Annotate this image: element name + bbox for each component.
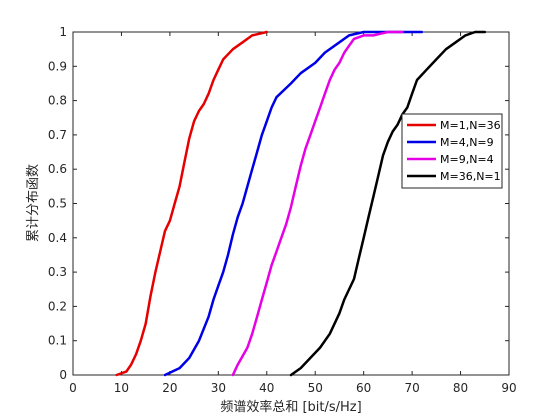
- series-line: [231, 30, 404, 377]
- x-tick-label: 90: [501, 381, 516, 395]
- y-axis-title: 累计分布函数: [26, 164, 41, 242]
- y-tick-label: 0.7: [48, 128, 67, 142]
- legend-label: M=4,N=9: [440, 136, 494, 149]
- x-tick-label: 80: [453, 381, 468, 395]
- y-tick-label: 0.1: [48, 334, 67, 348]
- y-tick-label: 0.6: [48, 162, 67, 176]
- y-tick-label: 0.5: [48, 197, 67, 211]
- legend-label: M=1,N=36: [440, 119, 501, 132]
- y-tick-label: 0.9: [48, 59, 67, 73]
- y-tick-label: 0.8: [48, 94, 67, 108]
- x-tick-label: 0: [69, 381, 77, 395]
- x-axis-title: 频谱效率总和 [bit/s/Hz]: [220, 399, 361, 415]
- series-line: [163, 30, 424, 377]
- x-tick-label: 70: [404, 381, 419, 395]
- y-tick-label: 0.2: [48, 299, 67, 313]
- y-tick-label: 1: [59, 25, 67, 39]
- x-tick-label: 60: [356, 381, 371, 395]
- y-tick-label: 0.4: [48, 231, 67, 245]
- x-tick-label: 20: [162, 381, 177, 395]
- x-tick-label: 50: [308, 381, 323, 395]
- y-tick-label: 0: [59, 368, 67, 382]
- y-tick-label: 0.3: [48, 265, 67, 279]
- legend-label: M=36,N=1: [440, 170, 501, 183]
- series-lines: [115, 30, 487, 377]
- x-tick-label: 30: [211, 381, 226, 395]
- legend-label: M=9,N=4: [440, 153, 494, 166]
- legend: M=1,N=36 M=4,N=9 M=9,N=4 M=36,N=1: [401, 113, 503, 189]
- axis-ticks: 0 10 20 30 40 50 60 70 80 90 0 0.1 0.2 0.3 0.4 0.5 0.6 0.…: [48, 25, 517, 395]
- x-tick-label: 40: [259, 381, 274, 395]
- series-line: [289, 30, 487, 377]
- x-tick-label: 10: [114, 381, 129, 395]
- series-line: [115, 30, 269, 377]
